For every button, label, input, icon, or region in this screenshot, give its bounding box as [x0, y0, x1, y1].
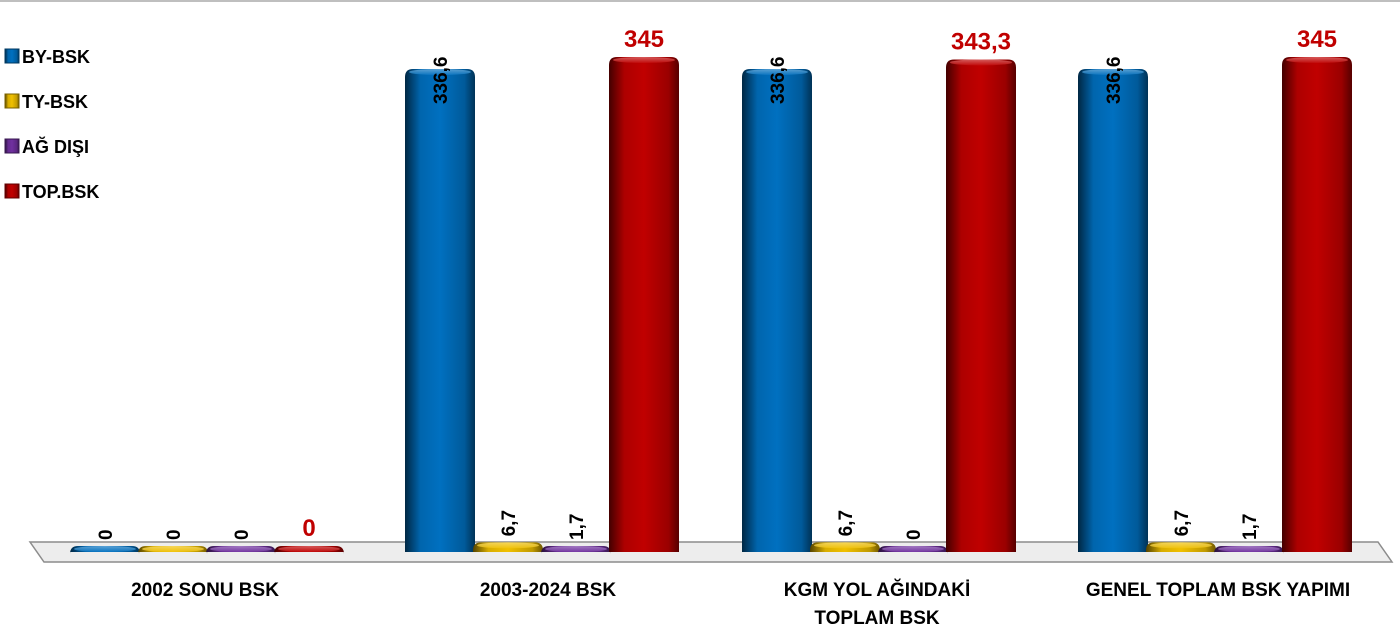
data-label-top-bsk-4: 345 [1297, 26, 1337, 53]
bar-cap-a-di-i-2 [545, 546, 607, 552]
legend-label-ty-bsk: TY-BSK [22, 92, 88, 112]
bar-cap-top-bsk-4 [1286, 57, 1348, 63]
bar-cap-by-bsk-3 [746, 69, 808, 76]
legend-swatch-by-bsk [4, 48, 20, 64]
data-labels-group: 0 0 0 0 336,6 6,7 1,7 345 336,6 6,7 0 343,3 336,6 6,7… [96, 26, 1337, 542]
bar-top-bsk-4 [1282, 57, 1352, 552]
bar-cap-a-di-i-4 [1218, 546, 1280, 552]
legend-item-by-bsk: BY-BSK [4, 47, 90, 67]
bar-cap-ty-bsk-1 [142, 546, 204, 552]
bar-cap-top-bsk-1 [278, 546, 340, 552]
bar-cap-by-bsk-1 [74, 546, 136, 552]
x-axis-tick-labels: 2002 SONU BSK 2003-2024 BSK KGM YOL AĞINDA… [131, 579, 1350, 629]
bar-cap-ty-bsk-2 [477, 542, 539, 549]
legend-swatch-a-di-i [4, 138, 20, 154]
bar-cap-ty-bsk-3 [814, 542, 876, 549]
legend-label-a-di-i: AĞ DIŞI [22, 136, 89, 157]
data-label-ty-bsk-1: 0 [164, 529, 185, 540]
bar-cap-top-bsk-2 [613, 57, 675, 63]
legend-item-a-di-i: AĞ DIŞI [4, 136, 89, 157]
bar-cap-a-di-i-1 [210, 546, 272, 552]
bar-by-bsk-4 [1078, 69, 1148, 552]
data-label-a-di-i-3: 0 [904, 529, 925, 540]
data-label-by-bsk-3: 336,6 [768, 57, 789, 105]
bar-top-bsk-2 [609, 57, 679, 552]
data-label-a-di-i-4: 1,7 [1240, 514, 1261, 540]
data-label-top-bsk-2: 345 [624, 26, 664, 53]
floor-plane [28, 541, 1394, 563]
bar-by-bsk-3 [742, 69, 812, 552]
x-tick-label-1: 2002 SONU BSK [131, 580, 279, 601]
x-tick-label-4: GENEL TOPLAM BSK YAPIMI [1086, 580, 1350, 601]
x-tick-label-3-line-1: KGM YOL AĞINDAKİ [784, 579, 971, 601]
bar-cap-by-bsk-4 [1082, 69, 1144, 76]
data-label-ty-bsk-4: 6,7 [1172, 510, 1193, 536]
data-label-top-bsk-3: 343,3 [951, 28, 1011, 55]
bar-cap-top-bsk-3 [950, 59, 1012, 66]
legend-swatch-top-bsk [4, 183, 20, 199]
legend-label-top-bsk: TOP.BSK [22, 182, 99, 202]
legend-item-top-bsk: TOP.BSK [4, 182, 99, 202]
bar-by-bsk-2 [405, 69, 475, 552]
data-label-ty-bsk-3: 6,7 [836, 510, 857, 536]
legend-label-by-bsk: BY-BSK [22, 47, 90, 67]
data-label-by-bsk-2: 336,6 [431, 57, 452, 105]
bar-cap-ty-bsk-4 [1150, 542, 1212, 549]
legend-swatch-ty-bsk [4, 93, 20, 109]
data-label-by-bsk-1: 0 [96, 529, 117, 540]
x-tick-label-3-line-2: TOPLAM BSK [814, 608, 940, 629]
data-label-ty-bsk-2: 6,7 [499, 510, 520, 536]
bar-cap-a-di-i-3 [882, 546, 944, 552]
bar-cap-by-bsk-2 [409, 69, 471, 76]
bar-top-bsk-3 [946, 59, 1016, 553]
bars-group [70, 57, 1352, 554]
x-tick-label-2: 2003-2024 BSK [480, 580, 617, 601]
data-label-a-di-i-2: 1,7 [567, 514, 588, 540]
legend: BY-BSK TY-BSK AĞ DIŞI TOP.BSK [4, 47, 99, 202]
data-label-top-bsk-1: 0 [302, 515, 315, 542]
floor [28, 541, 1394, 563]
data-label-a-di-i-1: 0 [232, 529, 253, 540]
data-label-by-bsk-4: 336,6 [1104, 57, 1125, 105]
legend-item-ty-bsk: TY-BSK [4, 92, 88, 112]
